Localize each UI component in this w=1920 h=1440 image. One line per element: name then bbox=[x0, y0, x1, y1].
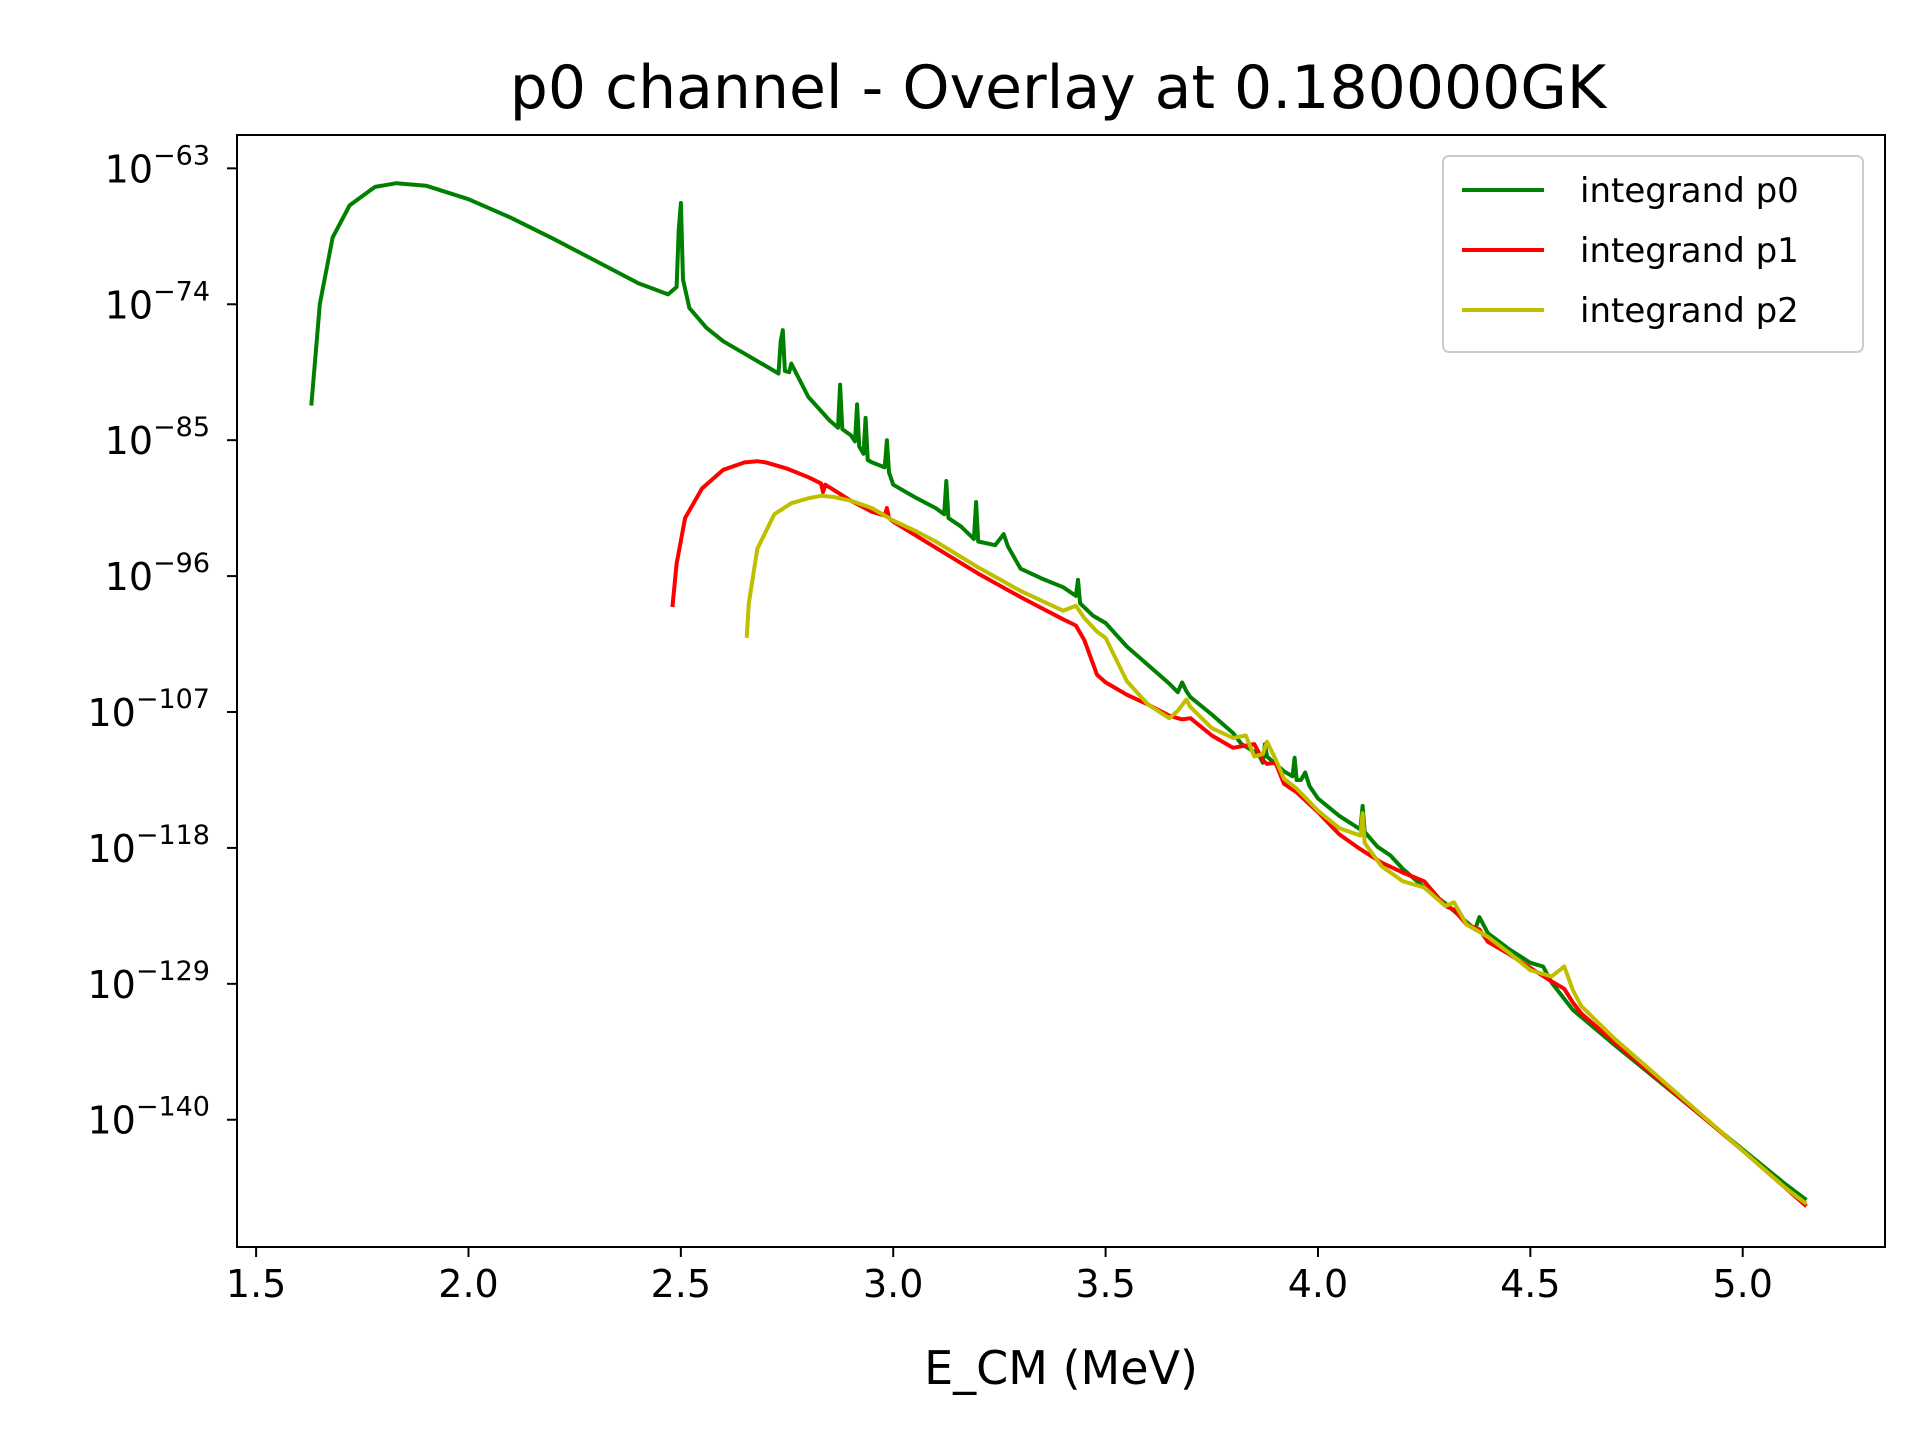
legend: integrand p0 integrand p1 integrand p2 bbox=[1442, 155, 1864, 353]
axes-frame bbox=[236, 134, 1886, 1248]
series-layer bbox=[309, 181, 1808, 1208]
x-tick-label: 3.0 bbox=[863, 1262, 923, 1306]
y-tick-label: 10−74 bbox=[105, 276, 210, 327]
x-tick-label: 1.5 bbox=[226, 1262, 286, 1306]
y-tick-label: 10−85 bbox=[105, 412, 210, 463]
series-line-2 bbox=[744, 493, 1808, 1206]
y-tick-label: 10−63 bbox=[105, 140, 210, 191]
x-tick-label: 4.0 bbox=[1288, 1262, 1348, 1306]
y-tick-label: 10−107 bbox=[87, 684, 210, 735]
legend-label: integrand p2 bbox=[1580, 291, 1799, 331]
chart-title: p0 channel - Overlay at 0.180000GK bbox=[510, 53, 1608, 123]
plot-area bbox=[236, 134, 1886, 1248]
legend-label: integrand p0 bbox=[1580, 171, 1799, 211]
y-axis: 10−63 10−74 10−85 10−96 10−107 10−118 10−129 10… bbox=[87, 140, 237, 1143]
y-tick-label: 10−140 bbox=[87, 1092, 210, 1143]
y-tick-label: 10−96 bbox=[105, 548, 210, 599]
x-tick-label: 3.5 bbox=[1075, 1262, 1135, 1306]
x-tick-label: 2.0 bbox=[438, 1262, 498, 1306]
legend-box bbox=[1442, 155, 1864, 353]
y-tick-label: 10−118 bbox=[87, 820, 210, 871]
x-axis-label: E_CM (MeV) bbox=[924, 1341, 1198, 1395]
y-tick-label: 10−129 bbox=[87, 956, 210, 1007]
legend-label: integrand p1 bbox=[1580, 231, 1799, 271]
x-tick-label: 2.5 bbox=[651, 1262, 711, 1306]
x-tick-label: 5.0 bbox=[1712, 1262, 1772, 1306]
x-axis: 1.5 2.0 2.5 3.0 3.5 4.0 4.5 5.0 bbox=[226, 1247, 1773, 1306]
x-tick-label: 4.5 bbox=[1500, 1262, 1560, 1306]
series-line-0 bbox=[309, 181, 1808, 1202]
